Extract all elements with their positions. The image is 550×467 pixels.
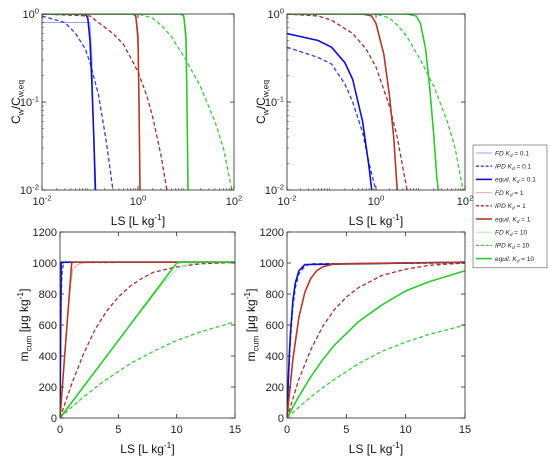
series-line-IPD-kd-0p1 bbox=[287, 46, 377, 190]
series-line-equil-kd-0p1 bbox=[287, 32, 373, 190]
series-line-IPD-kd-1 bbox=[60, 261, 235, 418]
series-line-IPD-kd-10 bbox=[287, 14, 464, 190]
y-tick-label: 400 bbox=[39, 351, 57, 363]
series-line-IPD-kd-10 bbox=[42, 14, 233, 190]
series-line-IPD-kd-10 bbox=[60, 321, 235, 418]
series-line-equil-kd-10 bbox=[42, 14, 189, 190]
x-tick-label: 5 bbox=[343, 424, 349, 436]
x-tick-label: 15 bbox=[459, 424, 471, 436]
legend-entry: equil. Kd = 0.1 bbox=[476, 177, 536, 186]
series-line-IPD-kd-0p1 bbox=[42, 15, 114, 190]
x-axis-label: LS [L kg-1​] bbox=[111, 212, 165, 228]
y-tick-label: 10-1​ bbox=[20, 95, 39, 109]
legend-label: FD Kd = 1 bbox=[495, 190, 524, 199]
legend-entry: FD Kd = 0.1 bbox=[476, 150, 529, 159]
series-line-IPD-kd-10 bbox=[287, 324, 465, 418]
y-tick-label: 800 bbox=[39, 289, 57, 301]
x-tick-label: 10 bbox=[400, 424, 412, 436]
plot-area bbox=[60, 232, 235, 418]
series-line-equil-kd-0p1 bbox=[287, 261, 465, 418]
series-line-equil-kd-1 bbox=[60, 261, 235, 418]
legend-entry: equil. Kd = 1 bbox=[476, 216, 531, 225]
y-axis-label: mcum​ [μg kg-1​] bbox=[242, 289, 260, 362]
chart-panel-top-left: 10-2​ 100​ 102​ 10-2​ 10-1​ 100​ LS [L kg-1​] C… bbox=[9, 7, 242, 228]
legend-entry: IPD Kd = 10 bbox=[476, 243, 530, 252]
series-line-IPD-kd-1 bbox=[42, 14, 168, 190]
legend-label: IPD Kd = 1 bbox=[495, 203, 526, 212]
series-line-equil-kd-1 bbox=[287, 261, 465, 418]
y-tick-label: 1200 bbox=[260, 227, 284, 239]
legend-entry: FD Kd = 10 bbox=[476, 230, 528, 239]
x-tick-label: 0 bbox=[57, 424, 63, 436]
legend-entry: IPD Kd = 1 bbox=[476, 203, 526, 212]
x-axis-label: LS [L kg-1​] bbox=[349, 440, 403, 456]
legend-label: equil. Kd = 0.1 bbox=[495, 177, 536, 186]
legend-entry: equil. Kd = 10 bbox=[476, 256, 534, 265]
legend-entry: IPD Kd = 0.1 bbox=[476, 164, 531, 173]
y-tick-label: 800 bbox=[266, 289, 284, 301]
y-tick-label: 1000 bbox=[260, 258, 284, 270]
series-line-equil-kd-0p1 bbox=[42, 14, 97, 190]
legend-label: FD Kd = 0.1 bbox=[495, 150, 529, 159]
legend-label: equil. Kd = 10 bbox=[495, 256, 534, 265]
y-tick-label: 10-2​ bbox=[20, 183, 39, 197]
x-tick-label: 5 bbox=[115, 424, 121, 436]
series-line-equil-kd-1 bbox=[42, 14, 141, 190]
y-axis-label: Cw​/Cw,eq​ bbox=[9, 80, 26, 124]
legend-box bbox=[472, 144, 548, 269]
y-axis-label: Cw​/Cw,eq​ bbox=[254, 80, 271, 124]
legend-label: IPD Kd = 0.1 bbox=[495, 164, 531, 173]
y-tick-label: 10-2​ bbox=[265, 183, 284, 197]
chart-panel-bottom-left: 0 5 10 15 0 200 400 600 800 1000 1200 LS [L kg-1​] m… bbox=[15, 227, 241, 456]
y-tick-label: 100​ bbox=[267, 7, 284, 21]
chart-panel-top-right: 10-2​ 100​ 102​ 10-2​ 10-1​ 100​ LS [L kg-1​] C… bbox=[254, 7, 473, 228]
y-tick-label: 400 bbox=[266, 351, 284, 363]
x-tick-label: 10 bbox=[171, 424, 183, 436]
legend-label: FD Kd = 10 bbox=[495, 230, 528, 239]
y-tick-label: 1200 bbox=[33, 227, 57, 239]
x-tick-label: 15 bbox=[229, 424, 241, 436]
y-tick-label: 600 bbox=[266, 320, 284, 332]
x-tick-label: 100​ bbox=[130, 194, 147, 208]
series-line-IPD-kd-1 bbox=[287, 14, 408, 190]
chart-panel-bottom-right: 0 5 10 15 0 200 400 600 800 1000 1200 LS [L kg-1​] m… bbox=[242, 227, 471, 456]
y-tick-label: 600 bbox=[39, 320, 57, 332]
y-tick-label: 100​ bbox=[22, 7, 39, 21]
legend-entry: FD Kd = 1 bbox=[476, 190, 524, 199]
x-axis-label: LS [L kg-1​] bbox=[349, 212, 403, 228]
series-line-equil-kd-10 bbox=[287, 14, 439, 190]
series-line-equil-kd-10 bbox=[60, 261, 235, 418]
legend-label: equil. Kd = 1 bbox=[495, 216, 531, 225]
legend-label: IPD Kd = 10 bbox=[495, 243, 530, 252]
y-tick-label: 0 bbox=[51, 413, 57, 425]
series-line-IPD-kd-1 bbox=[287, 262, 465, 418]
series-line-equil-kd-10 bbox=[287, 270, 465, 418]
y-tick-label: 10-1​ bbox=[265, 95, 284, 109]
x-tick-label: 10-2​ bbox=[277, 194, 296, 208]
plot-area bbox=[287, 232, 465, 418]
x-tick-label: 102​ bbox=[226, 194, 243, 208]
x-tick-label: 0 bbox=[284, 424, 290, 436]
x-axis-label: LS [L kg-1​] bbox=[120, 440, 174, 456]
y-tick-label: 200 bbox=[266, 382, 284, 394]
y-tick-label: 200 bbox=[39, 382, 57, 394]
x-tick-label: 10-2​ bbox=[32, 194, 51, 208]
x-tick-label: 102​ bbox=[457, 194, 474, 208]
y-tick-label: 0 bbox=[278, 413, 284, 425]
y-tick-label: 1000 bbox=[33, 258, 57, 270]
y-axis-label: mcum​ [μg kg-1​] bbox=[15, 289, 33, 362]
legend: FD Kd = 0.1 IPD Kd = 0.1 equil. Kd = 0.1 FD… bbox=[472, 144, 548, 269]
x-tick-label: 100​ bbox=[368, 194, 385, 208]
plot-area bbox=[287, 14, 465, 190]
